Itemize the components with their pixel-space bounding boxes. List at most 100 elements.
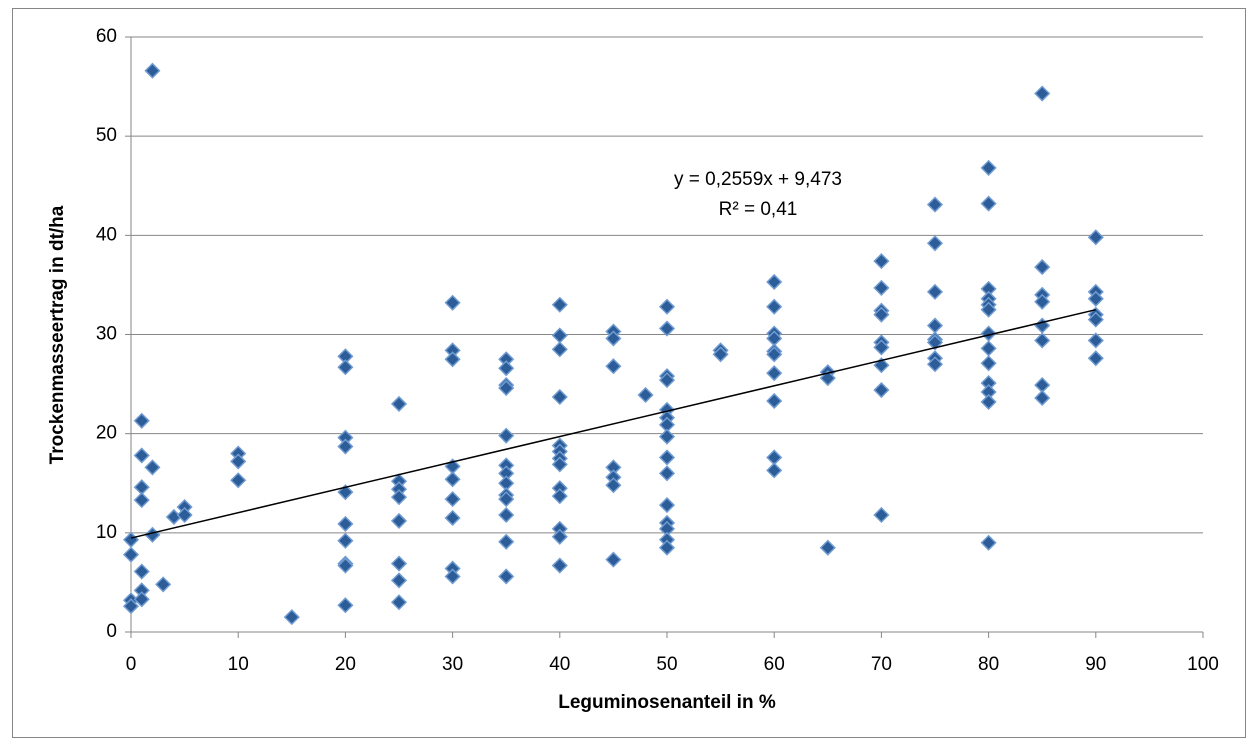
- data-point: [133, 412, 150, 429]
- data-point: [230, 472, 247, 489]
- data-point: [498, 427, 515, 444]
- data-point: [498, 379, 515, 397]
- data-point: [551, 528, 568, 545]
- data-point: [766, 298, 783, 315]
- data-point: [873, 381, 890, 399]
- data-point: [658, 497, 676, 514]
- data-point: [605, 477, 622, 494]
- data-point: [926, 196, 944, 213]
- x-tick-label: 60: [764, 654, 785, 675]
- data-point: [337, 597, 354, 614]
- data-point: [155, 576, 172, 593]
- data-point: [605, 330, 622, 347]
- data-point: [498, 506, 515, 524]
- data-point: [444, 509, 461, 527]
- x-tick-label: 50: [656, 654, 677, 675]
- data-point: [873, 506, 890, 524]
- data-point: [1087, 311, 1104, 328]
- data-point: [551, 557, 568, 574]
- data-point: [551, 341, 568, 358]
- data-point: [926, 235, 944, 252]
- data-point: [337, 532, 354, 549]
- data-point: [819, 370, 836, 387]
- y-tick-label: 10: [96, 522, 117, 543]
- trend-equation: y = 0,2559x + 9,473: [674, 169, 842, 190]
- data-point: [551, 488, 568, 505]
- data-point: [658, 465, 676, 482]
- data-point: [1034, 293, 1051, 310]
- chart-border: [12, 8, 1246, 738]
- data-point: [1087, 350, 1104, 367]
- data-point: [766, 346, 783, 363]
- data-point: [498, 491, 515, 508]
- trend-r2: R² = 0,41: [719, 199, 798, 220]
- data-point: [1034, 389, 1051, 407]
- data-point: [926, 283, 944, 300]
- data-point: [873, 339, 890, 356]
- data-point: [980, 355, 997, 372]
- y-tick-label: 20: [96, 423, 117, 444]
- x-tick-label: 90: [1085, 654, 1106, 675]
- data-point: [637, 386, 654, 404]
- data-point: [1087, 332, 1104, 349]
- data-point: [444, 568, 461, 585]
- data-point: [1034, 332, 1051, 349]
- data-point: [122, 598, 140, 615]
- data-point: [658, 449, 676, 466]
- data-point: [122, 546, 140, 563]
- data-point: [390, 512, 408, 529]
- data-point: [390, 572, 408, 589]
- data-point: [444, 471, 461, 488]
- data-point: [390, 395, 408, 412]
- data-point: [873, 253, 890, 270]
- data-point: [766, 365, 783, 382]
- data-point: [444, 491, 461, 508]
- data-point: [980, 159, 997, 176]
- data-point: [980, 301, 997, 318]
- data-point: [1034, 259, 1051, 276]
- data-point: [766, 273, 783, 291]
- x-tick-label: 0: [126, 654, 137, 675]
- data-point: [133, 591, 150, 608]
- data-point: [926, 334, 944, 351]
- data-point: [819, 539, 836, 556]
- data-point: [551, 296, 568, 313]
- x-tick-label: 30: [442, 654, 463, 675]
- data-point: [176, 506, 193, 524]
- data-point: [658, 298, 676, 315]
- data-point: [658, 372, 676, 389]
- x-axis-title: Leguminosenanteil in %: [558, 692, 776, 713]
- data-point: [337, 438, 354, 455]
- data-point: [337, 515, 354, 532]
- data-point: [133, 563, 150, 580]
- data-point: [658, 320, 676, 337]
- data-point: [551, 388, 568, 406]
- data-point: [766, 462, 783, 479]
- x-tick-label: 10: [228, 654, 249, 675]
- data-point: [873, 279, 890, 296]
- data-point: [337, 359, 354, 376]
- data-point: [658, 428, 676, 445]
- trendline: [130, 308, 1096, 539]
- data-point: [712, 346, 729, 363]
- data-point: [230, 453, 247, 470]
- data-point: [390, 489, 408, 506]
- y-tick-label: 0: [106, 621, 117, 642]
- y-tick-label: 60: [96, 26, 117, 47]
- data-point: [926, 356, 944, 373]
- x-tick-label: 80: [978, 654, 999, 675]
- data-point: [444, 351, 461, 368]
- data-point: [390, 594, 408, 611]
- data-point: [498, 568, 515, 585]
- data-point: [498, 360, 515, 377]
- data-point: [605, 358, 622, 375]
- data-point: [873, 306, 890, 323]
- data-point: [1087, 290, 1104, 307]
- x-tick-label: 40: [549, 654, 570, 675]
- data-point: [444, 294, 461, 311]
- data-point: [980, 195, 997, 212]
- data-point: [133, 492, 150, 509]
- x-tick-label: 20: [335, 654, 356, 675]
- data-point: [980, 393, 997, 410]
